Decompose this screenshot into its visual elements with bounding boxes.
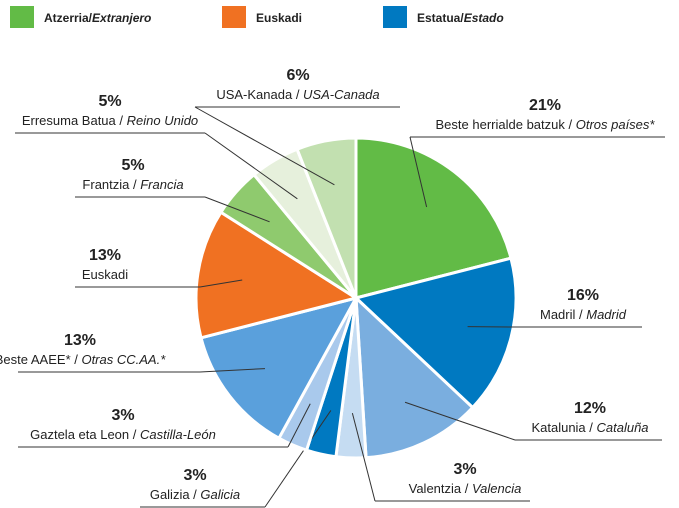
label-part: Galizia / [150, 487, 201, 502]
label-part: Galicia [200, 487, 240, 502]
leader-line [264, 410, 332, 508]
pie-slice [194, 210, 360, 340]
label-part: Otras CC.AA.* [81, 352, 166, 367]
slice-label: Euskadi [82, 267, 128, 282]
label-part: USA-Canada [303, 87, 380, 102]
leader-line [194, 106, 335, 186]
slice-label: Frantzia / Francia [82, 177, 183, 192]
leader-line [409, 136, 428, 208]
label-part: Erresuma Batua / [22, 113, 127, 128]
leader-line [204, 132, 298, 200]
value-label: 5% [98, 93, 121, 110]
label-part: Castilla-León [140, 427, 216, 442]
label-part: Valentzia / [409, 481, 472, 496]
leader-line [351, 413, 376, 502]
slice-label: Katalunia / Cataluña [531, 420, 648, 435]
leader-line [404, 401, 516, 441]
label-part: Otros países* [576, 117, 656, 132]
slice-label: Galizia / Galicia [150, 487, 240, 502]
label-part: Extranjero [92, 11, 151, 25]
value-label: 13% [64, 332, 96, 349]
pie-slice [295, 136, 358, 299]
leader-line [199, 368, 266, 373]
slice-label: Beste herrialde batzuk / Otros países* [436, 117, 656, 132]
value-label: 12% [574, 400, 606, 417]
legend-label: Atzerria/Extranjero [44, 11, 151, 25]
legend-swatch [222, 6, 246, 28]
label-part: Madrid [586, 307, 627, 322]
leader-line [204, 196, 270, 223]
value-label: 13% [89, 247, 121, 264]
leader-line [199, 279, 243, 288]
label-part: Gaztela eta Leon / [30, 427, 140, 442]
legend-label: Estatua/Estado [417, 11, 504, 25]
label-part: Estado [464, 11, 504, 25]
label-part: Euskadi [256, 11, 302, 25]
slice-label: Madril / Madrid [540, 307, 627, 322]
legend-label: Euskadi [256, 11, 302, 25]
label-part: USA-Kanada / [216, 87, 303, 102]
legend-swatch [383, 6, 407, 28]
value-label: 3% [111, 407, 134, 424]
label-part: Estatua/ [417, 11, 464, 25]
pie-slice [199, 295, 359, 441]
label-part: Cataluña [597, 420, 649, 435]
value-label: 16% [567, 287, 599, 304]
value-label: 6% [286, 67, 309, 84]
pie-slice [354, 136, 513, 300]
value-label: 21% [529, 97, 561, 114]
label-part: Valencia [472, 481, 521, 496]
pie-slice [354, 294, 475, 460]
label-part: Francia [140, 177, 183, 192]
value-label: 3% [183, 467, 206, 484]
label-part: Frantzia / [82, 177, 140, 192]
slice-label: Gaztela eta Leon / Castilla-León [30, 427, 216, 442]
legend-swatch [10, 6, 34, 28]
label-part: Euskadi [82, 267, 128, 282]
label-part: Beste herrialde batzuk / [436, 117, 576, 132]
slice-label: Valentzia / Valencia [409, 481, 522, 496]
slice-label: Beste AAEE* / Otras CC.AA.* [0, 352, 166, 367]
label-part: Madril / [540, 307, 586, 322]
value-label: 3% [453, 461, 476, 478]
value-label: 5% [121, 157, 144, 174]
slice-label: USA-Kanada / USA-Canada [216, 87, 379, 102]
slice-label: Erresuma Batua / Reino Unido [22, 113, 198, 128]
label-part: Atzerria/ [44, 11, 93, 25]
leader-line [287, 403, 311, 448]
label-part: Beste AAEE* / [0, 352, 81, 367]
label-part: Katalunia / [531, 420, 596, 435]
label-part: Reino Unido [127, 113, 199, 128]
pie-slice [352, 256, 518, 410]
